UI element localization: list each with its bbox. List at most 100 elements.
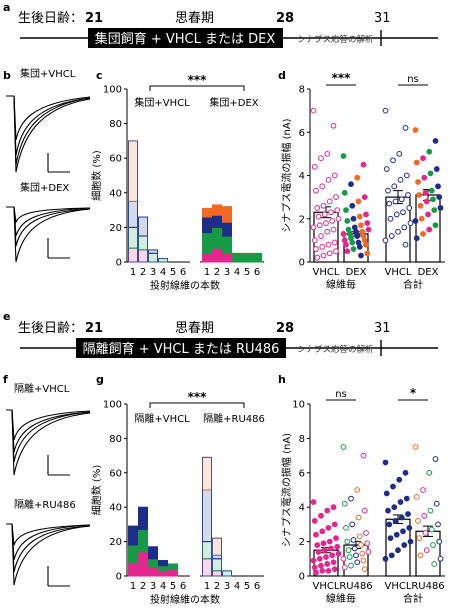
- bar-outline: [128, 140, 138, 263]
- bar-segment: [202, 456, 212, 491]
- data-point: [437, 555, 444, 562]
- x-tick-label: 4: [160, 581, 166, 592]
- data-point: [382, 107, 389, 114]
- bar-segment: [202, 558, 212, 577]
- group-label: 線維毎: [326, 278, 356, 291]
- x-tick-label: 2: [214, 267, 220, 278]
- data-point: [313, 569, 319, 576]
- data-point: [431, 561, 438, 567]
- bar-segment: [222, 252, 232, 263]
- bar-segment: [212, 247, 222, 263]
- data-point: [390, 483, 396, 490]
- y-tick-label: 2: [299, 214, 305, 225]
- data-point: [393, 531, 400, 538]
- x-tick-label: 3: [150, 581, 156, 592]
- bar-segment: [202, 541, 212, 560]
- significance-label: *: [410, 386, 417, 400]
- bar-segment: [128, 140, 138, 202]
- bar-segment: [128, 226, 138, 249]
- data-point: [431, 207, 438, 214]
- data-point: [432, 222, 439, 229]
- day-start-top: 21: [85, 11, 103, 26]
- data-point: [364, 540, 371, 547]
- data-point: [416, 535, 423, 542]
- data-point: [348, 562, 354, 569]
- data-point: [417, 202, 424, 209]
- data-point: [428, 187, 435, 194]
- data-point: [432, 138, 439, 144]
- x-tick-label: 5: [170, 267, 176, 278]
- day-start-bottom: 21: [85, 321, 103, 336]
- data-point: [365, 226, 372, 233]
- scale-bar-b1: [47, 153, 70, 173]
- data-point: [340, 153, 347, 159]
- data-point: [326, 538, 333, 545]
- puberty-label-top: 思春期: [175, 11, 214, 26]
- data-point: [401, 224, 408, 231]
- x-tick-label: 2: [140, 581, 146, 592]
- data-point: [405, 511, 411, 517]
- day-mid-top: 28: [276, 11, 294, 26]
- bar-segment: [148, 252, 158, 263]
- bar-segment: [202, 216, 212, 234]
- data-point: [355, 514, 362, 521]
- data-point: [406, 205, 413, 211]
- data-point: [344, 218, 351, 224]
- significance-label: ***: [332, 71, 352, 85]
- day-end-bottom: 31: [374, 321, 391, 336]
- data-point: [320, 252, 327, 259]
- y-tick-label: 6: [299, 128, 305, 139]
- bar-segment: [212, 570, 222, 577]
- y-tick-label: 80: [109, 119, 122, 130]
- data-point: [328, 545, 334, 552]
- trace-label-group-vhcl: 集団+VHCL: [20, 67, 76, 80]
- data-point: [326, 250, 333, 257]
- y-tick-label: 2: [299, 537, 305, 548]
- y-tick-label: 8: [299, 85, 305, 96]
- data-point: [388, 233, 395, 239]
- data-point: [361, 194, 368, 201]
- data-point: [391, 504, 398, 511]
- data-point: [387, 215, 394, 222]
- data-point: [358, 252, 364, 259]
- x-axis-title: 投射線維の本数: [150, 593, 220, 606]
- data-point: [382, 459, 389, 466]
- bar-segment: [222, 206, 232, 223]
- x-tick-label: VHCL: [385, 581, 412, 592]
- data-point: [396, 150, 403, 157]
- data-point: [330, 504, 337, 511]
- data-point: [318, 155, 324, 162]
- data-point: [316, 555, 323, 562]
- panel-d-letter: d: [278, 69, 286, 82]
- panel-e-letter: e: [3, 310, 10, 323]
- data-point: [313, 246, 319, 252]
- data-point: [388, 552, 395, 559]
- data-point: [385, 507, 391, 514]
- x-tick-label: 1: [204, 267, 210, 278]
- data-point: [315, 213, 322, 220]
- data-point: [436, 194, 443, 201]
- data-point: [313, 531, 319, 538]
- data-point: [354, 174, 361, 181]
- data-point: [426, 469, 433, 476]
- data-point: [427, 507, 434, 514]
- x-tick-label: 2: [140, 267, 146, 278]
- bar-segment: [212, 558, 222, 572]
- data-point: [334, 543, 341, 550]
- bar-segment: [128, 200, 138, 228]
- data-point: [324, 561, 331, 567]
- data-point: [319, 243, 326, 250]
- panel-b-letter: b: [3, 69, 11, 82]
- data-point: [311, 163, 318, 170]
- y-tick-label: 8: [299, 434, 305, 445]
- significance-label: ns: [335, 389, 347, 400]
- data-point: [418, 215, 425, 222]
- bar-segment: [148, 546, 158, 560]
- bar-segment: [222, 221, 232, 237]
- y-tick-label: 4: [299, 503, 305, 514]
- bar-segment: [232, 252, 242, 263]
- data-point: [422, 189, 429, 196]
- data-point: [360, 161, 367, 168]
